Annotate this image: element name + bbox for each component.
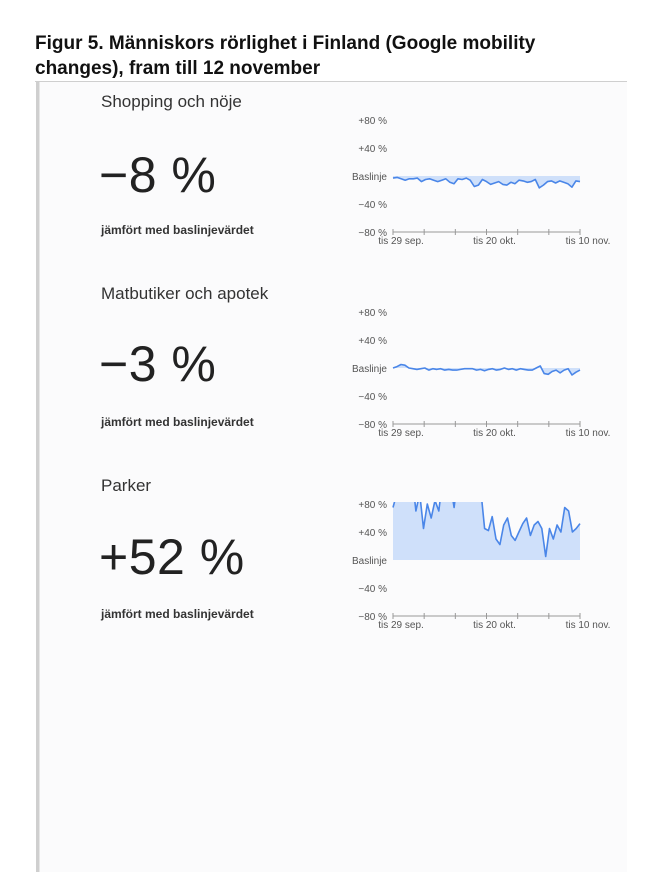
value-groceries: −3 % <box>99 336 217 392</box>
caption-parks: jämfört med baslinjevärdet <box>101 607 254 621</box>
y-tick-label: +40 % <box>358 528 387 539</box>
value-parks: +52 % <box>99 529 245 585</box>
x-tick-label: tis 29 sep. <box>378 620 424 631</box>
x-tick-label: tis 29 sep. <box>378 236 424 247</box>
category-title-parks: Parker <box>101 476 152 495</box>
figure-title: Figur 5. Människors rörlighet i Finland … <box>35 31 595 81</box>
chart-groceries: +80 % +40 % Baslinje −40 % −80 %tis 29 sep. t… <box>352 308 611 439</box>
x-tick-label: tis 20 okt. <box>473 236 516 247</box>
plot-area <box>392 502 581 560</box>
series-line <box>392 363 581 376</box>
figure-title-line2: changes), fram till 12 november <box>35 58 321 79</box>
y-tick-label: −40 % <box>358 200 387 211</box>
y-tick-label: Baslinje <box>352 364 387 375</box>
x-tick-label: tis 10 nov. <box>566 236 611 247</box>
series-area <box>393 502 580 560</box>
plot-area <box>392 363 581 376</box>
title-divider <box>35 81 627 82</box>
category-title-shopping: Shopping och nöje <box>101 92 242 111</box>
y-tick-label: Baslinje <box>352 556 387 567</box>
series-line <box>392 176 581 189</box>
chart-parks: +80 % +40 % Baslinje −40 % −80 %tis 29 sep. t… <box>352 500 611 631</box>
y-tick-label: +80 % <box>358 500 387 511</box>
caption-groceries: jämfört med baslinjevärdet <box>101 415 254 429</box>
x-tick-label: tis 10 nov. <box>566 620 611 631</box>
y-tick-label: Baslinje <box>352 172 387 183</box>
x-tick-label: tis 20 okt. <box>473 620 516 631</box>
y-tick-label: −40 % <box>358 584 387 595</box>
figure-title-line1: Figur 5. Människors rörlighet i Finland … <box>35 33 536 54</box>
caption-shopping: jämfört med baslinjevärdet <box>101 223 254 237</box>
category-title-groceries: Matbutiker och apotek <box>101 284 269 303</box>
x-tick-label: tis 29 sep. <box>378 428 424 439</box>
y-tick-label: −40 % <box>358 392 387 403</box>
y-tick-label: −80 % <box>358 228 387 239</box>
series-line <box>392 502 581 558</box>
y-tick-label: +40 % <box>358 336 387 347</box>
y-tick-label: −80 % <box>358 612 387 623</box>
y-tick-label: +80 % <box>358 308 387 319</box>
chart-shopping: +80 % +40 % Baslinje −40 % −80 %tis 29 sep. t… <box>352 116 611 247</box>
y-tick-label: +40 % <box>358 144 387 155</box>
x-tick-label: tis 10 nov. <box>566 428 611 439</box>
y-tick-label: −80 % <box>358 420 387 431</box>
x-tick-label: tis 20 okt. <box>473 428 516 439</box>
y-tick-label: +80 % <box>358 116 387 127</box>
panel-border <box>39 82 40 872</box>
series-area <box>393 176 580 188</box>
value-shopping: −8 % <box>99 147 217 203</box>
mobility-panel: Shopping och nöje −8 % jämfört med basli… <box>36 82 627 872</box>
plot-area <box>392 176 581 189</box>
